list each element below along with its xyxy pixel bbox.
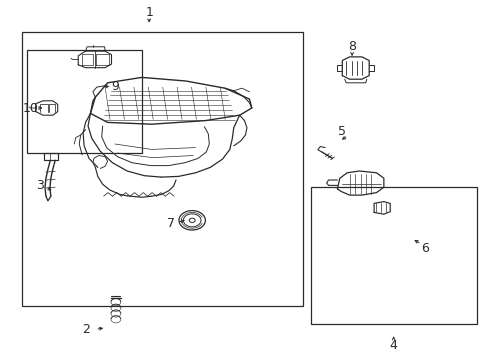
Text: 3: 3 — [36, 179, 44, 192]
Text: 10: 10 — [22, 102, 38, 114]
Bar — [27, 50, 142, 153]
Text: 6: 6 — [421, 242, 428, 255]
Text: 9: 9 — [111, 80, 119, 93]
Bar — [310, 187, 476, 324]
Text: 2: 2 — [81, 323, 89, 336]
Text: 1: 1 — [145, 6, 153, 19]
Text: 7: 7 — [167, 217, 175, 230]
Text: 5: 5 — [338, 125, 346, 138]
Bar — [22, 32, 303, 306]
Text: 4: 4 — [389, 339, 397, 352]
Text: 8: 8 — [347, 40, 355, 53]
